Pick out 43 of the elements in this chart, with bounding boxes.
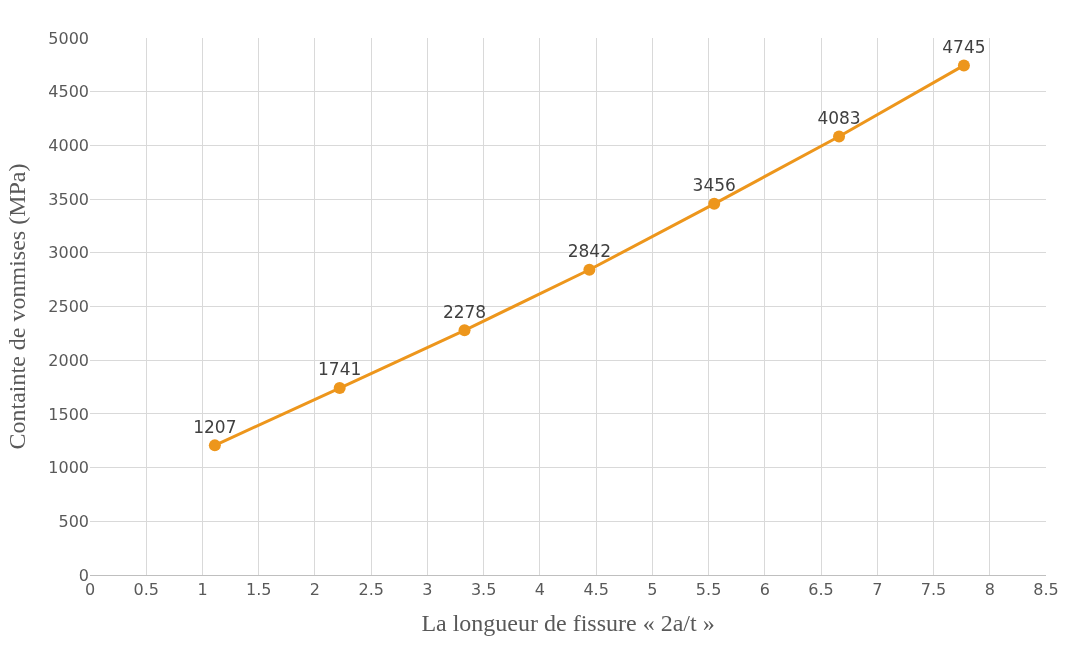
- y-tick-label: 2000: [48, 350, 89, 370]
- y-tick-label: 4500: [48, 82, 89, 102]
- y-tick-label: 1000: [48, 458, 89, 478]
- point: [957, 59, 970, 72]
- point: [583, 263, 596, 276]
- point: [208, 439, 221, 452]
- x-tick-label: 3.5: [470, 580, 497, 600]
- data-label: 4745: [942, 36, 986, 57]
- point: [458, 324, 471, 337]
- y-tick-label: 3500: [48, 189, 89, 209]
- y-axis-title: Containte de vonmises (MPa): [4, 163, 31, 450]
- x-tick-label: 2: [309, 580, 321, 600]
- y-tick-label: 2500: [48, 297, 89, 317]
- x-tick-label: 0.5: [133, 580, 159, 600]
- data-label: 3456: [692, 175, 736, 196]
- x-tick-label: 5: [647, 580, 658, 600]
- x-tick-label: 8: [984, 580, 995, 600]
- x-tick-label: 3: [422, 580, 433, 600]
- x-tick-label: 7: [872, 580, 883, 600]
- y-tick-label: 500: [58, 511, 89, 531]
- point: [833, 130, 846, 143]
- y-tick-label: 1500: [48, 404, 89, 424]
- data-label: 1741: [318, 359, 362, 380]
- x-tick-label: 5.5: [695, 580, 722, 600]
- x-tick-label: 4.5: [583, 580, 609, 600]
- x-tick-label: 1: [197, 580, 208, 600]
- data-label: 2842: [567, 241, 611, 262]
- x-tick-label: 4: [534, 580, 545, 600]
- x-tick-label: 7.5: [920, 580, 947, 600]
- point: [333, 382, 346, 395]
- x-tick-label: 8.5: [1033, 580, 1059, 600]
- y-tick-label: 5000: [48, 28, 89, 48]
- data-label: 4083: [817, 107, 861, 128]
- y-tick-label: 3000: [48, 243, 89, 263]
- point: [708, 197, 721, 210]
- x-tick-label: 6: [759, 580, 770, 600]
- y-tick-label: 4000: [48, 136, 89, 155]
- data-label: 2278: [442, 301, 487, 322]
- x-tick-label: 1.5: [245, 580, 272, 600]
- x-axis-title: La longueur de fissure « 2a/t »: [421, 609, 715, 636]
- x-tick-label: 2.5: [358, 580, 384, 600]
- data-label: 1207: [193, 416, 237, 437]
- x-tick-label: 6.5: [808, 580, 834, 600]
